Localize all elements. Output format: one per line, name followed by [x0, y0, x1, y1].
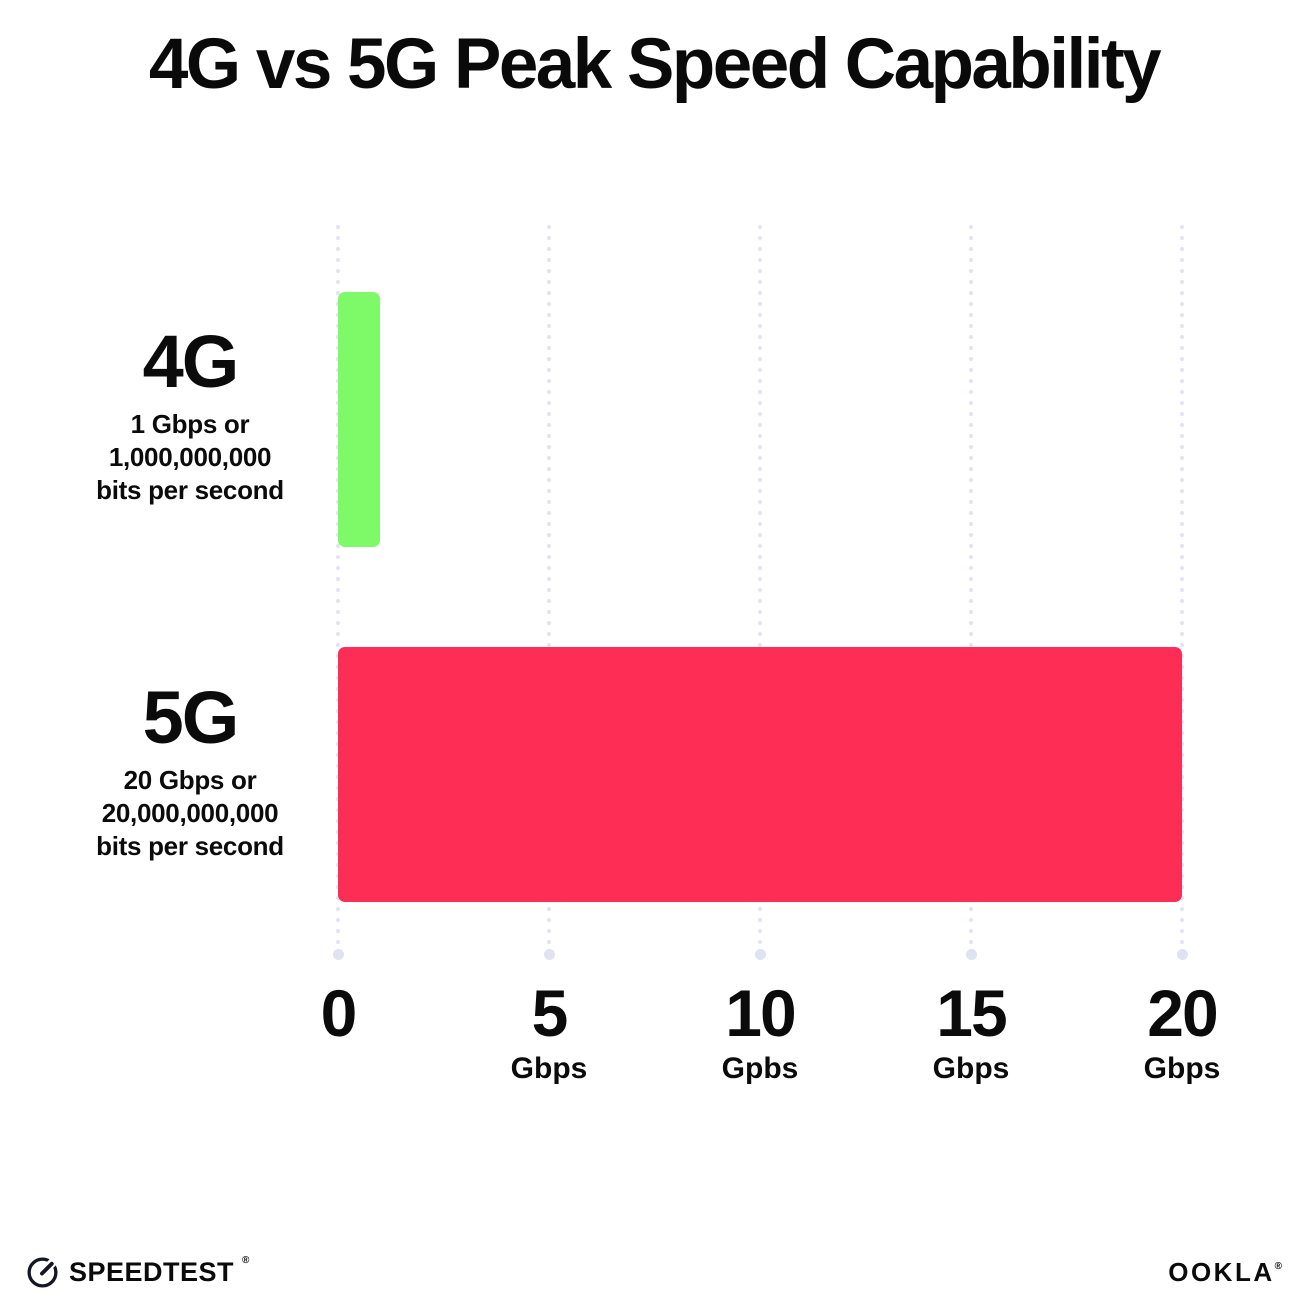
- row-subtext-line: bits per second: [96, 831, 284, 861]
- row-subtext-line: bits per second: [96, 475, 284, 505]
- row-heading-4g: 4G: [142, 320, 240, 403]
- x-tick-unit: Gbps: [932, 1052, 1010, 1085]
- x-tick-unit: Gbps: [1143, 1052, 1221, 1085]
- gridline-end-dot: [754, 949, 766, 960]
- gridline: [754, 225, 766, 960]
- x-tick-unit: Gbps: [510, 1052, 588, 1085]
- row-subtext-line: 20,000,000,000: [101, 798, 279, 828]
- x-tick-number: 0: [320, 976, 358, 1050]
- speedtest-gauge-icon: [24, 1254, 61, 1291]
- x-tick-15: 15 Gbps: [933, 978, 1010, 1086]
- speedtest-logo: SPEEDTEST ®: [24, 1254, 249, 1291]
- row-heading-5g: 5G: [142, 676, 240, 759]
- row-subtext-5g: 20 Gbps or 20,000,000,000 bits per secon…: [40, 764, 340, 863]
- gridline-end-dot: [543, 949, 555, 960]
- speedtest-trademark: ®: [242, 1255, 250, 1266]
- row-subtext-line: 1 Gbps or: [130, 409, 250, 439]
- x-tick-number: 20: [1147, 976, 1218, 1050]
- row-subtext-line: 1,000,000,000: [108, 442, 272, 472]
- row-label-5g: 5G 20 Gbps or 20,000,000,000 bits per se…: [40, 678, 340, 863]
- row-label-4g: 4G 1 Gbps or 1,000,000,000 bits per seco…: [40, 322, 340, 507]
- bar-5g: [338, 647, 1182, 902]
- x-tick-5: 5 Gbps: [511, 978, 588, 1086]
- gridline-end-dot: [332, 949, 344, 960]
- x-tick-number: 15: [936, 976, 1007, 1050]
- speedtest-wordmark: SPEEDTEST: [69, 1257, 235, 1287]
- row-subtext-line: 20 Gbps or: [123, 765, 257, 795]
- gridline: [543, 225, 555, 960]
- x-tick-20: 20 Gbps: [1144, 978, 1221, 1086]
- x-tick-0: 0: [320, 976, 358, 1052]
- x-tick-number: 10: [725, 976, 796, 1050]
- footer: SPEEDTEST ® OOKLA®: [24, 1254, 1282, 1291]
- gridline: [1176, 225, 1188, 960]
- bar-4g: [338, 292, 381, 547]
- gridline-end-dot: [1176, 949, 1188, 960]
- gridline: [332, 225, 344, 960]
- chart-title: 4G vs 5G Peak Speed Capability: [148, 25, 1162, 104]
- ookla-trademark: ®: [1274, 1261, 1282, 1272]
- x-axis: 0 5 Gbps 10 Gpbs 15 Gbps 20 Gbps: [321, 978, 1221, 1108]
- x-tick-number: 5: [531, 976, 569, 1050]
- gridline-end-dot: [965, 949, 977, 960]
- plot-area: [332, 225, 1188, 960]
- ookla-wordmark: OOKLA: [1168, 1257, 1275, 1287]
- row-subtext-4g: 1 Gbps or 1,000,000,000 bits per second: [40, 408, 340, 507]
- gridline: [965, 225, 977, 960]
- x-tick-10: 10 Gpbs: [722, 978, 799, 1086]
- x-tick-unit: Gpbs: [721, 1052, 799, 1085]
- ookla-logo: OOKLA®: [1168, 1257, 1282, 1288]
